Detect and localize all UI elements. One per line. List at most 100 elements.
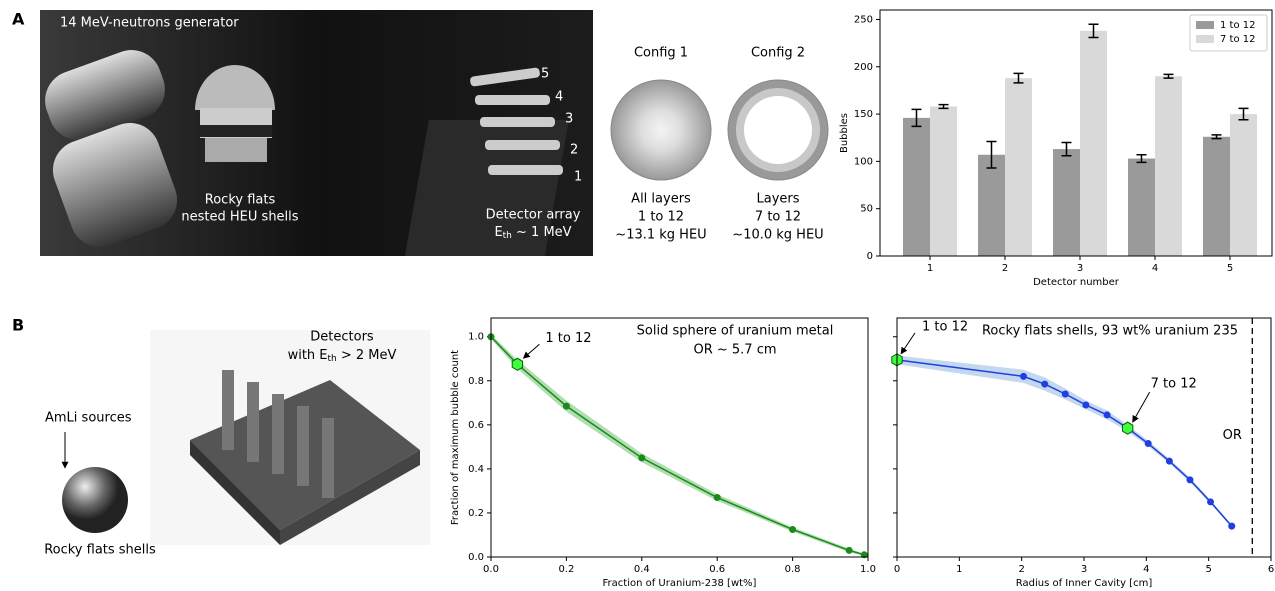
highlight-label: 7 to 12 (1151, 377, 1197, 392)
config-title: Config 1 (634, 46, 688, 61)
x-axis-label: Detector number (1033, 277, 1120, 288)
annotation: Solid sphere of uranium metal (637, 324, 834, 339)
y-tick-label: 0.0 (468, 552, 484, 563)
y-tick-label: 150 (854, 109, 873, 120)
config-text: 7 to 12 (755, 210, 801, 225)
legend-swatch (1196, 21, 1214, 29)
x-axis-label: Radius of Inner Cavity [cm] (1016, 578, 1153, 589)
bar (903, 118, 930, 256)
detector-number: 3 (565, 112, 573, 127)
config-text: Layers (756, 192, 799, 207)
x-tick-label: 3 (1077, 263, 1083, 274)
x-tick-label: 2 (1018, 564, 1024, 575)
y-tick-label: 1.0 (468, 332, 484, 343)
point (1020, 373, 1027, 380)
y-tick-label: 50 (860, 204, 873, 215)
highlight-label: 1 to 12 (922, 319, 968, 334)
photo-label: nested HEU shells (181, 210, 298, 225)
detector-number: 2 (570, 143, 578, 158)
point (1166, 458, 1173, 465)
x-axis-label: Fraction of Uranium-238 [wt%] (603, 578, 757, 589)
reference-label: OR (1223, 428, 1242, 443)
bar (1053, 149, 1080, 256)
config-text: ~13.1 kg HEU (615, 228, 706, 243)
point (846, 547, 853, 554)
config-text: 1 to 12 (638, 210, 684, 225)
x-tick-label: 6 (1268, 564, 1274, 575)
error-bar (1212, 135, 1222, 139)
x-tick-label: 1.0 (860, 564, 876, 575)
x-tick-label: 4 (1143, 564, 1149, 575)
arrow (901, 333, 915, 354)
bar (978, 155, 1005, 256)
x-tick-label: 5 (1205, 564, 1211, 575)
render-label: AmLi sources (45, 411, 132, 426)
highlight-marker (512, 358, 522, 370)
point (714, 494, 721, 501)
config-text: ~10.0 kg HEU (732, 228, 823, 243)
point (1104, 411, 1111, 418)
point (1062, 390, 1069, 397)
bar (1203, 137, 1230, 256)
line (491, 337, 864, 555)
detector-number: 5 (541, 67, 549, 82)
x-tick-label: 5 (1227, 263, 1233, 274)
y-tick-label: 0 (867, 251, 873, 262)
photo-label: Detector array (486, 208, 581, 223)
legend-label: 1 to 12 (1220, 20, 1255, 31)
point (563, 403, 570, 410)
arrow (1133, 392, 1150, 422)
point (1186, 476, 1193, 483)
legend-label: 7 to 12 (1220, 34, 1255, 45)
y-axis-label: Fraction of maximum bubble count (450, 350, 461, 525)
y-tick-label: 0.6 (468, 420, 484, 431)
x-tick-label: 0.4 (634, 564, 650, 575)
axes-frame (897, 318, 1271, 557)
config-title: Config 2 (751, 46, 805, 61)
config-1-diagram (611, 80, 711, 180)
x-tick-label: 0 (894, 564, 900, 575)
point (1041, 381, 1048, 388)
bar (1005, 78, 1032, 256)
render-label: Detectors (310, 330, 374, 345)
x-tick-label: 0.0 (483, 564, 499, 575)
highlight-marker (1122, 422, 1132, 434)
x-tick-label: 4 (1152, 263, 1158, 274)
x-tick-label: 1 (956, 564, 962, 575)
bar (1128, 159, 1155, 256)
x-tick-label: 0.8 (785, 564, 801, 575)
detector-number: 4 (555, 90, 563, 105)
bar (1080, 31, 1107, 256)
photo-label: Rocky flats (205, 193, 276, 208)
x-tick-label: 0.6 (709, 564, 725, 575)
annotation: OR ~ 5.7 cm (693, 343, 776, 358)
point (1228, 523, 1235, 530)
panel-label: A (12, 10, 25, 29)
point (1207, 498, 1214, 505)
y-tick-label: 0.2 (468, 508, 484, 519)
y-tick-label: 200 (854, 62, 873, 73)
uncertainty-band (491, 335, 864, 556)
y-tick-label: 100 (854, 156, 873, 167)
bar (930, 107, 957, 256)
x-tick-label: 1 (927, 263, 933, 274)
bar (1155, 76, 1182, 256)
y-tick-label: 0.8 (468, 376, 484, 387)
render-label: with Eth > 2 MeV (288, 348, 397, 364)
figure: A B 14 MeV-neutrons generator Rocky flat… (0, 0, 1275, 591)
bar (1230, 114, 1257, 256)
y-tick-label: 0.4 (468, 464, 484, 475)
panel-label: B (12, 316, 24, 335)
annotation: Rocky flats shells, 93 wt% uranium 235 (982, 324, 1238, 339)
y-tick-label: 250 (854, 14, 873, 25)
highlight-label: 1 to 12 (545, 331, 591, 346)
x-tick-label: 0.2 (558, 564, 574, 575)
render-label: Rocky flats shells (44, 543, 156, 558)
arrow (523, 344, 539, 358)
point (789, 526, 796, 533)
config-2-cavity (744, 96, 812, 164)
axes-frame (491, 318, 868, 557)
config-text: All layers (631, 192, 691, 207)
legend-swatch (1196, 35, 1214, 43)
y-axis-label: Bubbles (839, 113, 850, 153)
